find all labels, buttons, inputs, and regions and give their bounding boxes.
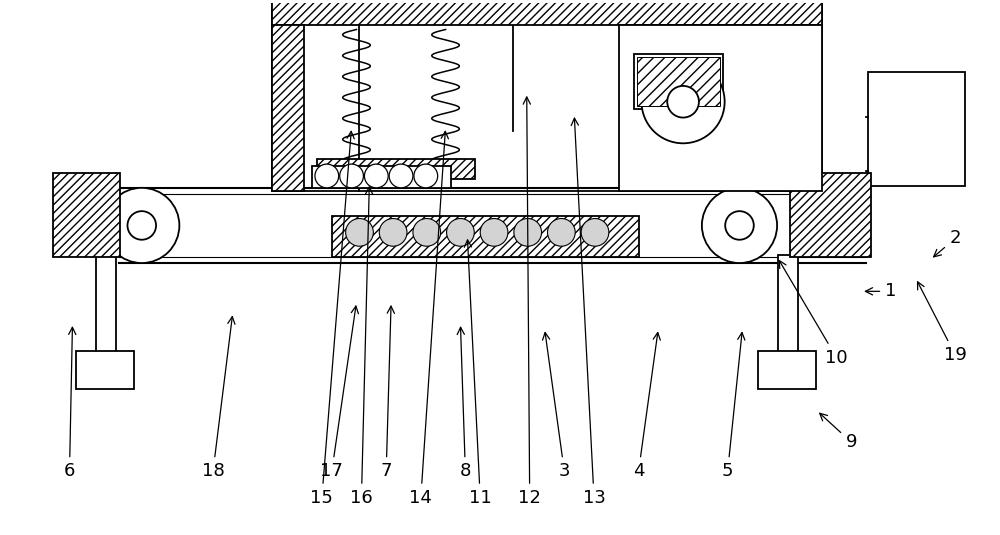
Circle shape (346, 218, 373, 246)
Bar (758, 351, 816, 389)
Bar (778, 255, 798, 354)
Text: 1: 1 (865, 282, 897, 300)
Bar (790, 173, 871, 257)
Circle shape (447, 218, 474, 246)
Text: 15: 15 (310, 132, 354, 507)
Text: 8: 8 (457, 327, 471, 480)
Circle shape (725, 211, 754, 240)
Text: 12: 12 (518, 97, 541, 507)
Bar (272, 0, 822, 25)
Circle shape (581, 218, 609, 246)
Bar (868, 72, 965, 186)
Circle shape (127, 211, 156, 240)
Bar (53, 173, 120, 257)
Bar (637, 57, 720, 106)
Bar (312, 166, 451, 188)
Circle shape (364, 164, 388, 188)
Text: 7: 7 (380, 306, 394, 480)
Circle shape (667, 86, 699, 118)
Circle shape (340, 164, 363, 188)
Text: 3: 3 (543, 333, 570, 480)
Circle shape (514, 218, 542, 246)
Circle shape (315, 164, 339, 188)
Text: 16: 16 (350, 187, 373, 507)
Bar (96, 255, 116, 354)
Text: 10: 10 (779, 261, 848, 366)
Circle shape (413, 218, 441, 246)
Text: 11: 11 (464, 240, 492, 507)
Text: 18: 18 (202, 317, 235, 480)
Circle shape (389, 164, 413, 188)
Bar (317, 159, 475, 179)
Text: 14: 14 (409, 132, 448, 507)
Bar (634, 54, 723, 109)
Circle shape (104, 188, 179, 263)
Bar (332, 216, 639, 257)
Text: 2: 2 (934, 230, 961, 257)
Text: 19: 19 (918, 282, 967, 364)
Bar (272, 25, 304, 191)
Bar (619, 25, 822, 191)
Text: 4: 4 (633, 333, 660, 480)
Circle shape (548, 218, 575, 246)
Text: 13: 13 (571, 118, 605, 507)
Circle shape (480, 218, 508, 246)
Circle shape (379, 218, 407, 246)
Bar (76, 351, 134, 389)
Text: 6: 6 (64, 327, 76, 480)
Text: 9: 9 (820, 413, 857, 451)
Text: 17: 17 (320, 306, 358, 480)
Circle shape (642, 60, 725, 143)
Circle shape (414, 164, 438, 188)
Circle shape (702, 188, 777, 263)
Text: 5: 5 (722, 333, 745, 480)
